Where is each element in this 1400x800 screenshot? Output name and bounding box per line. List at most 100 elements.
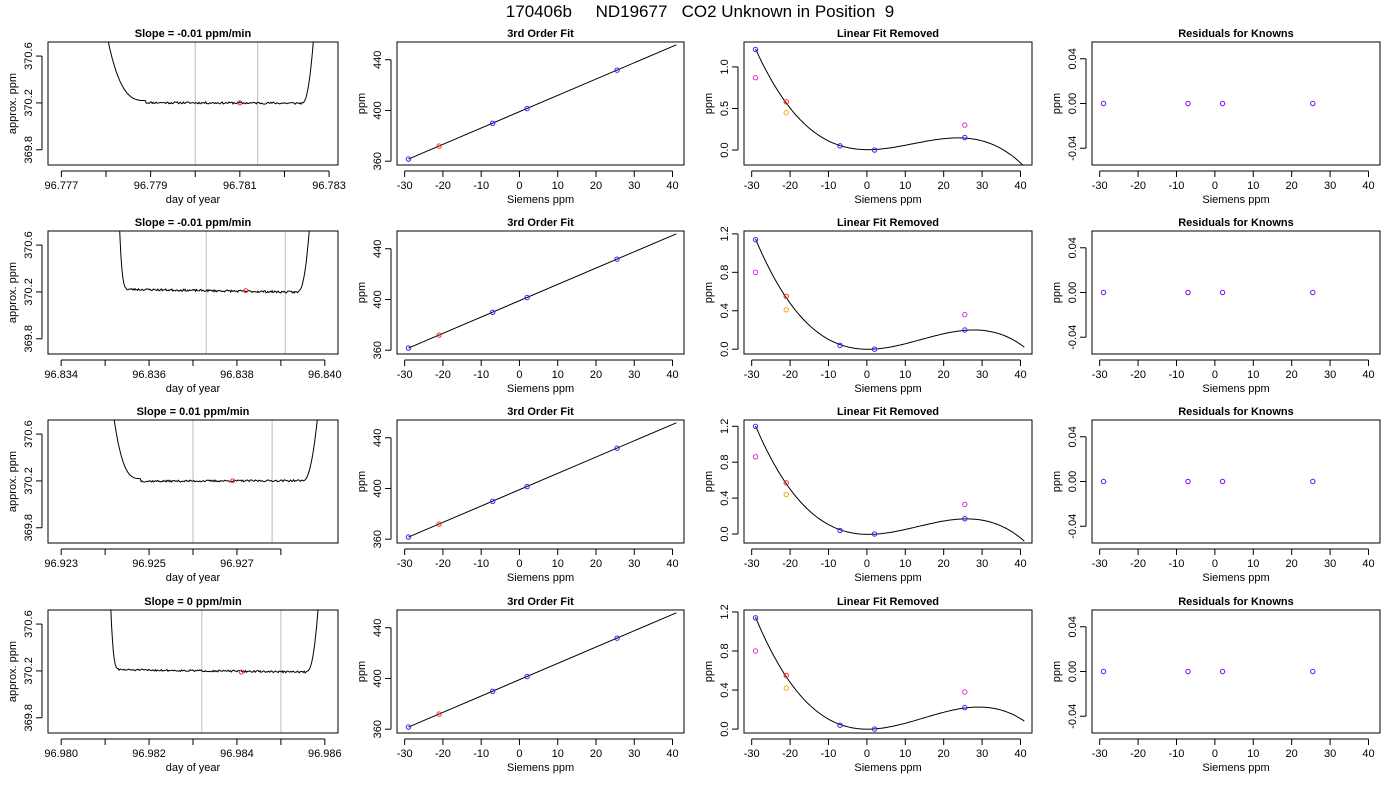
plot-area [1100, 668, 1316, 675]
data-point [405, 156, 412, 162]
x-axis-label: Siemens ppm [507, 194, 574, 206]
x-tick-label: 30 [628, 748, 640, 760]
y-tick-label: -0.04 [1067, 704, 1079, 729]
y-tick-label: 370.2 [23, 278, 35, 306]
trace-line [119, 231, 310, 294]
x-tick-label: -20 [782, 369, 798, 381]
y-tick-label: 0.0 [719, 721, 731, 736]
data-point [1100, 289, 1107, 296]
y-axis: 369.8 370.2 370.6 [23, 610, 43, 732]
x-tick-label: 30 [976, 369, 988, 381]
plot-area [752, 615, 1025, 732]
x-tick-label: 20 [1286, 369, 1298, 381]
y-axis: 0.0 0.4 0.8 1.2 [719, 226, 739, 357]
x-axis-label: Siemens ppm [507, 383, 574, 395]
x-tick-label: 40 [666, 748, 678, 760]
plot-area [405, 422, 677, 540]
x-axis: -30 -20 -10 0 10 20 30 40 [1092, 170, 1375, 192]
panel-title: Linear Fit Removed [837, 596, 939, 608]
y-tick-label: 400 [372, 479, 384, 497]
x-tick-label: 10 [1247, 558, 1259, 570]
x-axis-label: day of year [166, 762, 221, 774]
sample-point [230, 478, 236, 484]
x-tick-label: 96.779 [134, 180, 168, 192]
data-point [837, 722, 843, 728]
y-tick-label: 0.00 [1067, 471, 1079, 492]
x-tick-label: 40 [1014, 369, 1026, 381]
x-axis-label: Siemens ppm [1202, 572, 1269, 584]
x-tick-label: -30 [397, 748, 413, 760]
x-tick-label: -20 [1130, 180, 1146, 192]
data-point [524, 483, 530, 490]
plot-area [1100, 478, 1316, 485]
panel-title: Slope = -0.01 ppm/min [135, 28, 252, 40]
x-axis: 96.923 96.925 96.927 [44, 548, 282, 570]
sample-point [243, 288, 249, 294]
y-tick-label: 0.0 [719, 526, 731, 541]
x-tick-label: 0 [516, 369, 522, 381]
data-point [837, 527, 843, 534]
x-axis: 96.980 96.982 96.984 96.986 [44, 738, 342, 760]
y-tick-label: 1.2 [719, 226, 731, 241]
data-point [752, 46, 759, 53]
data-point [489, 688, 496, 694]
y-tick-label: 360 [372, 530, 384, 548]
sample-point [237, 100, 243, 106]
x-tick-label: 0 [516, 558, 522, 570]
panel-fit-row-3: 3rd Order Fit -30 -20 -10 0 10 20 30 40 Siemens p… [356, 406, 685, 584]
y-axis: 369.8 370.2 370.6 [23, 420, 43, 542]
data-point [783, 491, 789, 498]
data-point [871, 726, 878, 732]
x-tick-label: 96.927 [220, 558, 254, 570]
y-tick-label: 369.8 [23, 136, 35, 164]
x-tick-label: -30 [744, 180, 760, 192]
x-tick-label: 0 [1212, 180, 1218, 192]
data-point [1100, 478, 1107, 485]
data-point [752, 648, 759, 654]
panel-linear_removed-row-3: Linear Fit Removed -30 -20 -10 0 10 20 30 40 Siem… [703, 406, 1033, 584]
data-point [837, 342, 843, 349]
y-tick-label: 0.4 [719, 490, 731, 505]
y-axis-label: approx. ppm [7, 641, 19, 702]
x-tick-label: -30 [1092, 748, 1108, 760]
y-tick-label: 0.04 [1067, 237, 1079, 258]
x-axis-label: Siemens ppm [1202, 762, 1269, 774]
panel-fit-row-4: 3rd Order Fit -30 -20 -10 0 10 20 30 40 Siemens p… [356, 596, 685, 774]
plot-area [107, 42, 314, 165]
x-tick-label: 10 [552, 558, 564, 570]
data-point [1310, 289, 1316, 296]
data-point [783, 99, 789, 105]
data-point [1185, 100, 1191, 107]
panel-title: Residuals for Knowns [1178, 28, 1294, 40]
x-tick-label: 10 [899, 180, 911, 192]
x-tick-label: -20 [435, 180, 451, 192]
plot-area [1100, 289, 1316, 296]
data-point [436, 521, 442, 527]
y-axis-label: ppm [1051, 93, 1063, 114]
y-tick-label: 440 [372, 51, 384, 69]
plot-area [752, 236, 1025, 352]
y-tick-label: 369.8 [23, 514, 35, 542]
x-axis-label: Siemens ppm [854, 762, 921, 774]
x-tick-label: 20 [590, 558, 602, 570]
x-axis-label: day of year [166, 194, 221, 206]
y-axis: -0.04 0.00 0.04 [1067, 616, 1087, 729]
x-tick-label: 40 [1362, 180, 1374, 192]
y-axis: 360 400 440 [372, 619, 392, 738]
x-tick-label: -20 [1130, 369, 1146, 381]
x-tick-label: -30 [397, 369, 413, 381]
data-point [783, 307, 789, 313]
plot-frame [47, 230, 339, 355]
data-point [405, 534, 412, 540]
plot-area [119, 231, 310, 354]
y-tick-label: 370.2 [23, 467, 35, 495]
y-tick-label: 0.8 [719, 455, 731, 470]
x-tick-label: 40 [1014, 748, 1026, 760]
y-tick-label: 370.6 [23, 420, 35, 448]
x-tick-label: -20 [782, 748, 798, 760]
x-tick-label: -20 [435, 748, 451, 760]
panel-linear_removed-row-2: Linear Fit Removed -30 -20 -10 0 10 20 30 40 Siem… [703, 217, 1033, 395]
x-tick-label: 0 [864, 558, 870, 570]
x-tick-label: 10 [899, 558, 911, 570]
y-tick-label: 0.00 [1067, 282, 1079, 303]
